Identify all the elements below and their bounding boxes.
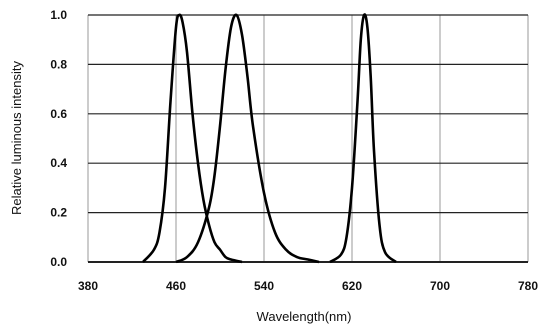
y-tick-label: 0.2 bbox=[50, 206, 67, 220]
y-axis-label: Relative luminous intensity bbox=[9, 61, 24, 215]
y-tick-label: 0.4 bbox=[50, 156, 67, 170]
y-tick-label: 0.6 bbox=[50, 107, 67, 121]
x-axis-label: Wavelength(nm) bbox=[257, 309, 352, 324]
x-tick-label: 620 bbox=[342, 279, 362, 293]
series-line-3 bbox=[329, 13, 397, 264]
grid-lines bbox=[87, 14, 529, 263]
series-lines bbox=[142, 13, 397, 264]
x-tick-labels: 380 460 540 620 700 780 bbox=[78, 279, 538, 293]
series-line-1 bbox=[142, 13, 243, 264]
x-tick-label: 380 bbox=[78, 279, 98, 293]
y-tick-label: 0.8 bbox=[50, 57, 67, 71]
x-tick-label: 460 bbox=[166, 279, 186, 293]
y-tick-labels: 0.0 0.2 0.4 0.6 0.8 1.0 bbox=[50, 8, 67, 269]
y-tick-label: 1.0 bbox=[50, 8, 67, 22]
x-tick-label: 700 bbox=[430, 279, 450, 293]
series-line-2 bbox=[175, 13, 320, 264]
x-tick-label: 540 bbox=[254, 279, 274, 293]
x-tick-label: 780 bbox=[518, 279, 538, 293]
y-tick-label: 0.0 bbox=[50, 255, 67, 269]
